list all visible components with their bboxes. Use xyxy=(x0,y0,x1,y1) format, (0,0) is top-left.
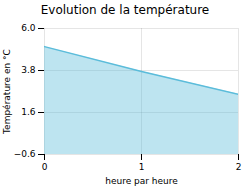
svg-text:1.6: 1.6 xyxy=(21,107,36,117)
html-text:Evolution de la température: Evolution de la température xyxy=(40,3,210,17)
svg-text:6.0: 6.0 xyxy=(21,23,36,33)
svg-text:2: 2 xyxy=(236,162,242,172)
svg-text:Température en °C: Température en °C xyxy=(2,49,12,135)
svg-text:0: 0 xyxy=(42,162,48,172)
svg-text:3.8: 3.8 xyxy=(21,65,36,75)
svg-text:heure par heure: heure par heure xyxy=(105,176,178,186)
svg-text:1: 1 xyxy=(139,162,145,172)
svg-text:−0.6: −0.6 xyxy=(14,149,36,159)
